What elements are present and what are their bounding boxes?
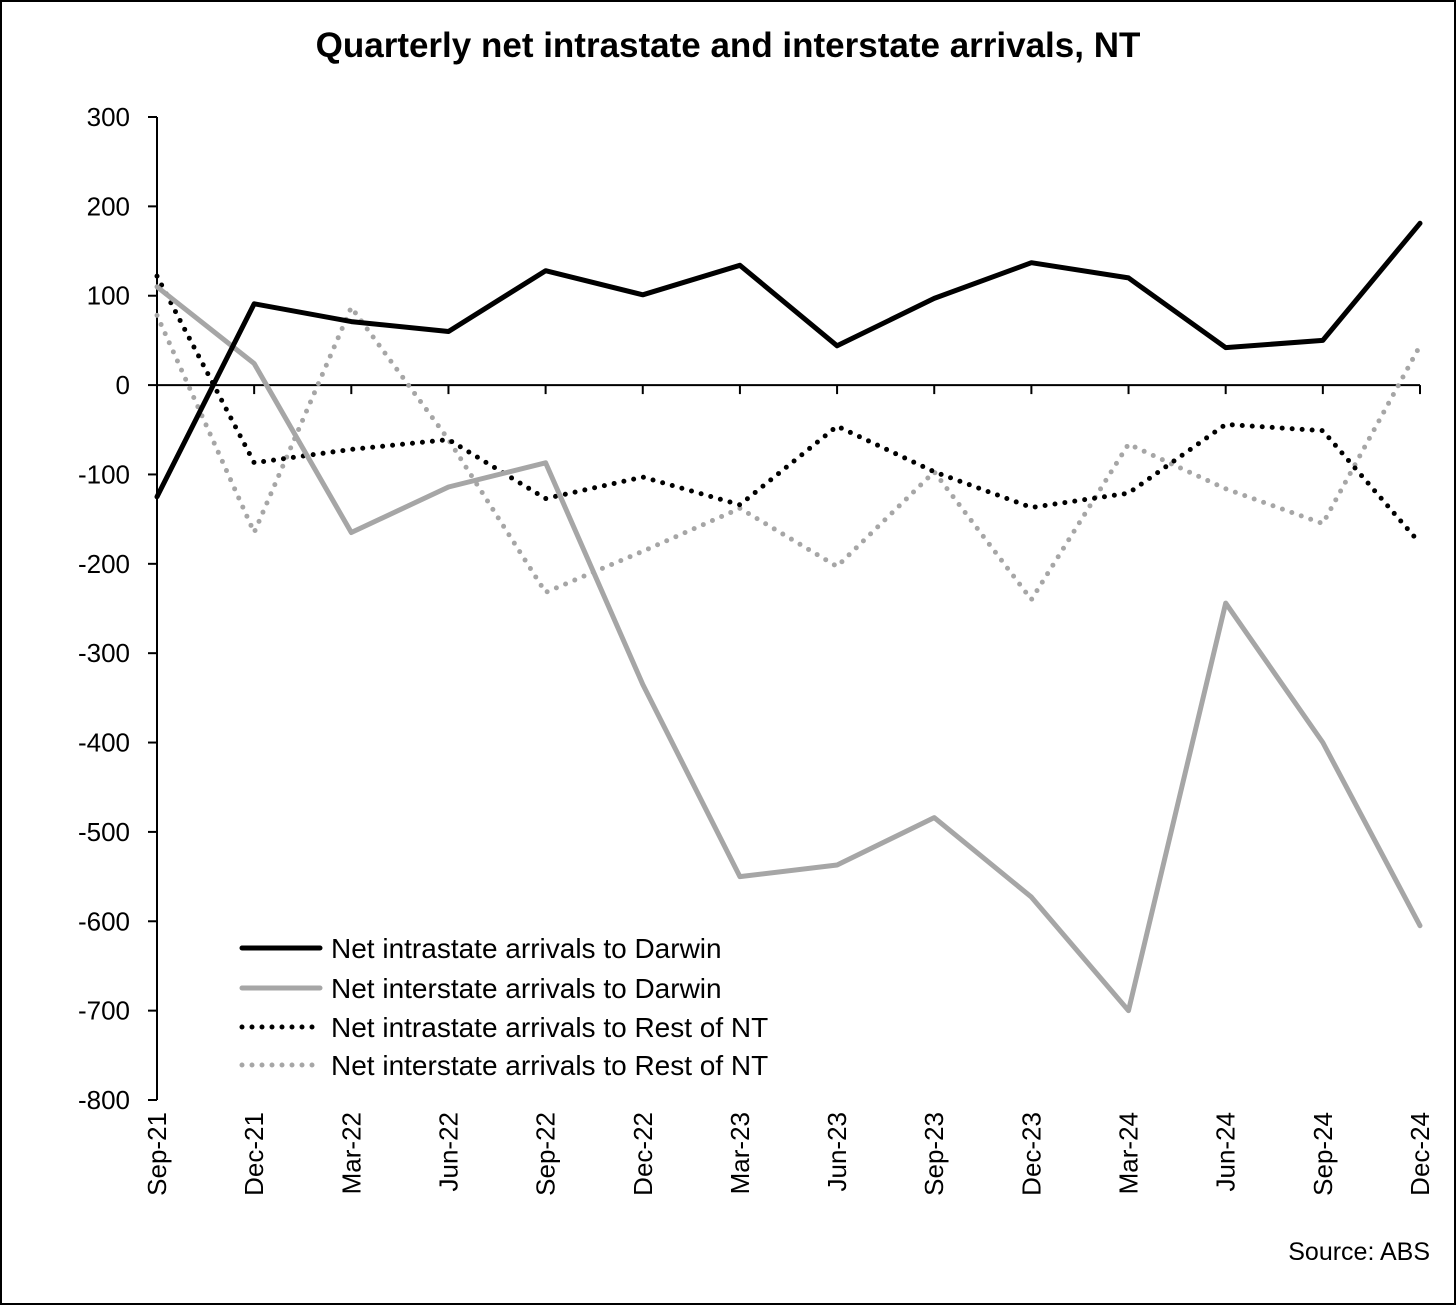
y-tick-label: -200 xyxy=(78,549,130,579)
x-tick-label: Mar-24 xyxy=(1114,1112,1144,1194)
y-tick-label: -400 xyxy=(78,728,130,758)
axes: 300 200 100 0 -100 -200 -300 -400 -500 -600 -700 -8… xyxy=(78,102,1435,1196)
x-tick-label: Jun-23 xyxy=(822,1112,852,1192)
x-tick-label: Mar-22 xyxy=(336,1112,366,1194)
legend-label-1: Net intrastate arrivals to Darwin xyxy=(331,933,722,964)
legend: Net intrastate arrivals to Darwin Net int… xyxy=(239,933,768,1081)
y-tick-label: 200 xyxy=(87,191,130,221)
x-tick-label: Jun-24 xyxy=(1211,1112,1241,1192)
x-tick-label: Dec-22 xyxy=(628,1112,658,1196)
series-line-4 xyxy=(154,304,1423,603)
chart-title: Quarterly net intrastate and interstate … xyxy=(315,26,1141,65)
legend-label-2: Net interstate arrivals to Darwin xyxy=(331,973,722,1004)
legend-label-3: Net intrastate arrivals to Rest of NT xyxy=(331,1012,768,1043)
y-tick-label: 100 xyxy=(87,281,130,311)
x-tick-label: Sep-24 xyxy=(1308,1112,1338,1196)
x-tick-label: Sep-21 xyxy=(142,1112,172,1196)
source-note: Source: ABS xyxy=(1288,1238,1430,1266)
y-tick-label: -300 xyxy=(78,638,130,668)
x-tick-label: Mar-23 xyxy=(725,1112,755,1194)
y-tick-label: -100 xyxy=(78,459,130,489)
y-tick-label: -700 xyxy=(78,996,130,1026)
legend-label-4: Net interstate arrivals to Rest of NT xyxy=(331,1050,768,1081)
series-line-2 xyxy=(154,284,1423,1014)
x-tick-label: Sep-22 xyxy=(531,1112,561,1196)
x-tick-label: Dec-24 xyxy=(1405,1112,1435,1196)
series-line-3 xyxy=(154,273,1423,546)
x-tick-label: Sep-23 xyxy=(919,1112,949,1196)
y-tick-label: -500 xyxy=(78,817,130,847)
x-tick-label: Dec-21 xyxy=(239,1112,269,1196)
y-tick-label: -800 xyxy=(78,1085,130,1115)
y-tick-label: 0 xyxy=(116,370,130,400)
series-layer xyxy=(154,220,1423,1014)
x-tick-label: Dec-23 xyxy=(1016,1112,1046,1196)
y-tick-label: -600 xyxy=(78,906,130,936)
x-tick-label: Jun-22 xyxy=(433,1112,463,1192)
y-tick-label: 300 xyxy=(87,102,130,132)
series-line-1 xyxy=(154,220,1423,500)
